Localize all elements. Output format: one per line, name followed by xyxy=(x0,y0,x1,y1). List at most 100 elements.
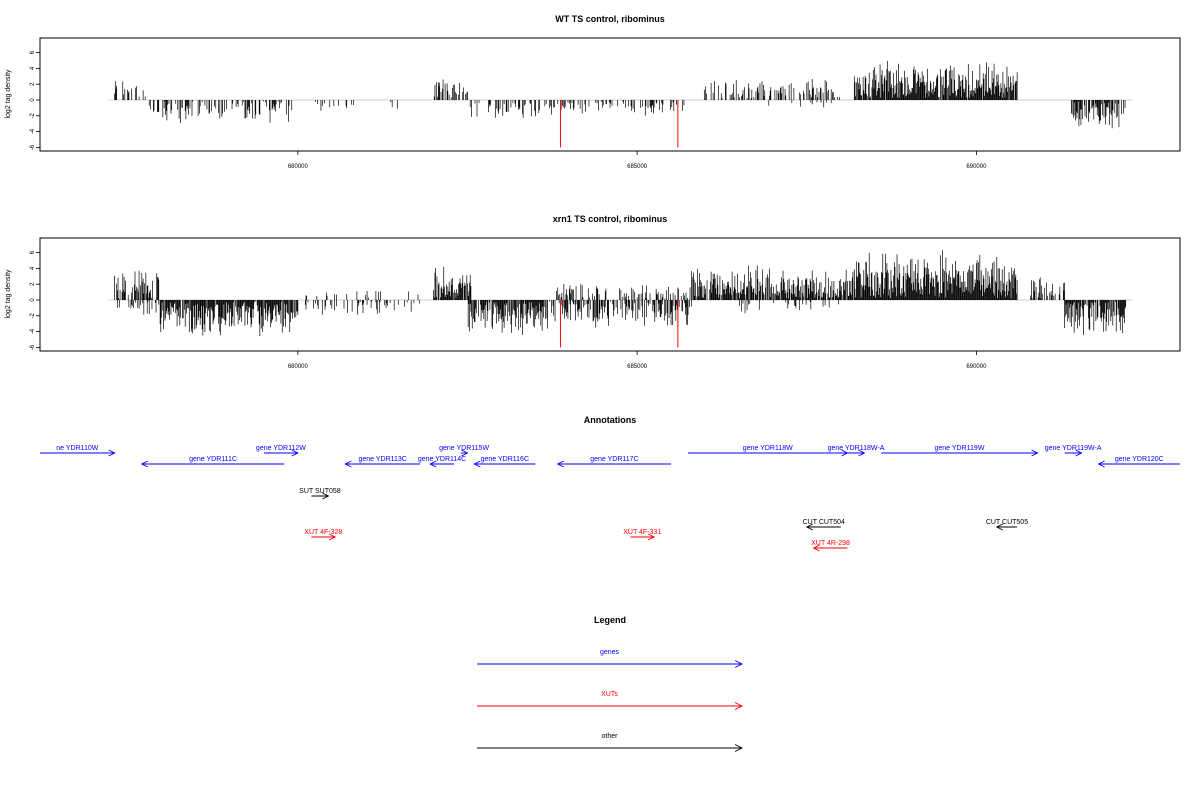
feature-gene-ydr118w-a: gene YDR118W-A xyxy=(828,445,885,457)
feature-label: gene YDR118W-A xyxy=(828,445,885,452)
x-tick-label: 680000 xyxy=(288,364,309,370)
arrow-head-icon xyxy=(734,744,744,752)
feature-gene-ydr112w: gene YDR112W xyxy=(256,445,306,457)
y-tick-label: 6 xyxy=(30,250,36,254)
feature-label: CUT CUT505 xyxy=(986,519,1028,526)
feature-cut-cut504: CUT CUT504 xyxy=(803,519,845,531)
feature-label: gene YDR116C xyxy=(481,456,529,463)
feature-gene-ydr115w: gene YDR115W xyxy=(439,445,489,457)
arrow-head-icon xyxy=(108,449,116,457)
feature-label: gene YDR114C xyxy=(418,456,466,463)
feature-label: gene YDR115W xyxy=(439,445,489,452)
y-tick-label: -2 xyxy=(30,112,36,118)
arrow-head-icon xyxy=(461,449,469,457)
arrow-head-icon xyxy=(734,660,744,668)
arrow-head-icon xyxy=(473,460,481,468)
feature-label: gene YDR113C xyxy=(358,456,406,463)
annotations-title: Annotations xyxy=(584,415,637,425)
arrow-head-icon xyxy=(1097,460,1105,468)
wt-y-axis-label: log2 tag density xyxy=(5,69,12,119)
legend-item-gene: genes xyxy=(477,649,744,668)
y-tick-label: -6 xyxy=(30,144,36,150)
legend-items: genes XUTs other xyxy=(477,649,744,752)
wt-y-ticks: -6 -4 -2 0 2 4 6 xyxy=(30,50,40,150)
legend-title: Legend xyxy=(594,615,626,625)
x-tick-label: 690000 xyxy=(966,364,987,370)
arrow-head-icon xyxy=(140,460,148,468)
feature-label: gene YDR119W-A xyxy=(1045,445,1102,452)
y-tick-label: 2 xyxy=(30,82,36,86)
y-tick-label: -6 xyxy=(30,344,36,350)
y-tick-label: 0 xyxy=(30,298,36,302)
arrow-head-icon xyxy=(812,544,820,552)
y-tick-label: 6 xyxy=(30,50,36,54)
feature-gene-ydr114c: gene YDR114C xyxy=(418,456,466,468)
arrow-head-icon xyxy=(805,523,813,531)
feature-sut-sut058: SUT SUT058 xyxy=(299,488,341,500)
feature-label: gene YDR117C xyxy=(590,456,638,463)
y-tick-label: -2 xyxy=(30,312,36,318)
feature-label: XUT 4R-298 xyxy=(811,540,850,547)
x-tick-label: 680000 xyxy=(288,164,309,170)
feature-cut-cut505: CUT CUT505 xyxy=(986,519,1028,531)
arrow-head-icon xyxy=(328,533,337,541)
feature-ne-ydr110w: ne YDR110W xyxy=(40,445,116,457)
arrow-head-icon xyxy=(647,533,656,541)
y-tick-label: -4 xyxy=(30,128,36,134)
legend-label: XUTs xyxy=(601,691,618,698)
wt-density-panel: WT TS control, ribominus log2 tag densit… xyxy=(5,14,1181,170)
feature-gene-ydr117c: gene YDR117C xyxy=(556,456,672,468)
y-tick-label: -4 xyxy=(30,328,36,334)
feature-label: XUT 4F-331 xyxy=(623,529,661,536)
xrn1-y-ticks: -6 -4 -2 0 2 4 6 xyxy=(30,250,40,350)
feature-label: gene YDR120C xyxy=(1115,456,1164,463)
y-tick-label: 4 xyxy=(30,266,36,270)
legend-item-xut: XUTs xyxy=(477,691,744,710)
arrow-head-icon xyxy=(291,449,299,457)
feature-label: ne YDR110W xyxy=(56,445,99,452)
xrn1-x-ticks: 680000 685000 690000 xyxy=(288,351,987,370)
feature-gene-ydr120c: gene YDR120C xyxy=(1097,456,1180,468)
wt-density-bars xyxy=(107,60,1133,148)
feature-label: gene YDR112W xyxy=(256,445,306,452)
x-tick-label: 685000 xyxy=(627,164,648,170)
feature-xut-4r-298: XUT 4R-298 xyxy=(811,540,850,552)
feature-gene-ydr116c: gene YDR116C xyxy=(473,456,536,468)
feature-label: gene YDR119W xyxy=(934,445,984,452)
feature-label: XUT 4F-328 xyxy=(304,529,342,536)
arrow-head-icon xyxy=(322,492,330,500)
xrn1-density-panel: xrn1 TS control, ribominus log2 tag dens… xyxy=(5,214,1181,370)
arrow-head-icon xyxy=(858,449,866,457)
xrn1-density-bars xyxy=(107,250,1133,348)
arrow-head-icon xyxy=(734,702,744,710)
arrow-head-icon xyxy=(344,460,352,468)
arrow-head-icon xyxy=(1075,449,1083,457)
y-tick-label: 4 xyxy=(30,66,36,70)
legend-label: genes xyxy=(600,649,620,656)
xrn1-y-axis-label: log2 tag density xyxy=(5,269,12,319)
legend-item-other: other xyxy=(477,733,744,752)
arrow-head-icon xyxy=(556,460,564,468)
feature-label: SUT SUT058 xyxy=(299,488,341,495)
wt-plot-frame xyxy=(39,37,1181,152)
legend: Legend genes XUTs other xyxy=(477,615,744,752)
feature-arrows: ne YDR110W gene YDR111C gene YDR112W gene Y… xyxy=(40,445,1180,552)
arrow-head-icon xyxy=(429,460,437,468)
feature-label: gene YDR118W xyxy=(743,445,793,452)
feature-label: CUT CUT504 xyxy=(803,519,845,526)
legend-label: other xyxy=(602,733,619,740)
feature-label: gene YDR111C xyxy=(189,456,237,463)
wt-x-ticks: 680000 685000 690000 xyxy=(288,151,987,170)
y-tick-label: 2 xyxy=(30,282,36,286)
arrow-head-icon xyxy=(995,523,1003,531)
feature-gene-ydr118w: gene YDR118W xyxy=(688,445,849,457)
wt-panel-title: WT TS control, ribominus xyxy=(555,14,665,24)
xrn1-plot-frame xyxy=(39,237,1181,352)
feature-gene-ydr113c: gene YDR113C xyxy=(344,456,420,468)
x-tick-label: 685000 xyxy=(627,364,648,370)
y-tick-label: 0 xyxy=(30,98,36,102)
annotations-track: Annotations ne YDR110W gene YDR111C gene Y… xyxy=(40,415,1180,552)
arrow-head-icon xyxy=(1031,449,1039,457)
xrn1-panel-title: xrn1 TS control, ribominus xyxy=(553,214,668,224)
